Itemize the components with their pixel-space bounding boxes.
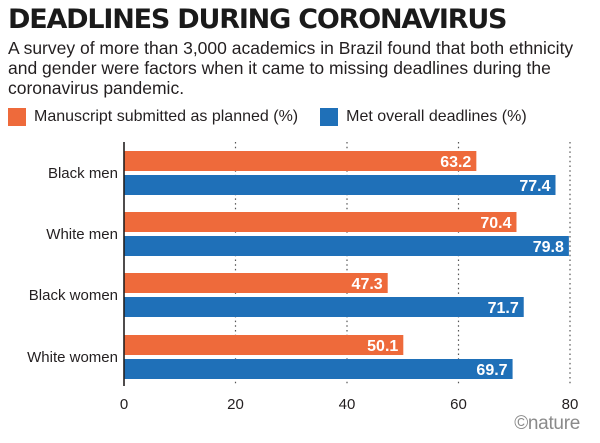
bar-2-1 bbox=[124, 297, 524, 317]
bar-2-0 bbox=[124, 273, 388, 293]
x-tick-label-80: 80 bbox=[562, 396, 579, 413]
bar-value-label-2-1: 71.7 bbox=[488, 300, 519, 317]
x-tick-label-0: 0 bbox=[120, 396, 128, 413]
bar-value-label-2-0: 47.3 bbox=[352, 276, 383, 293]
legend-label-manuscript: Manuscript submitted as planned (%) bbox=[34, 108, 299, 125]
category-label-0: Black men bbox=[48, 165, 118, 182]
bar-value-label-0-0: 63.2 bbox=[440, 154, 471, 171]
legend-swatch-deadlines bbox=[320, 108, 339, 126]
x-tick-label-20: 20 bbox=[227, 396, 244, 413]
bar-3-1 bbox=[124, 359, 513, 379]
legend-item-deadlines: Met overall deadlines (%) bbox=[320, 108, 527, 126]
bar-1-0 bbox=[124, 212, 517, 232]
bar-value-label-1-0: 70.4 bbox=[480, 215, 511, 232]
bar-value-label-0-1: 77.4 bbox=[519, 178, 550, 195]
bar-0-0 bbox=[124, 151, 477, 171]
bar-value-label-3-1: 69.7 bbox=[476, 362, 507, 379]
bar-1-1 bbox=[124, 236, 569, 256]
chart-subtitle: A survey of more than 3,000 academics in… bbox=[8, 38, 574, 98]
bar-value-label-3-0: 50.1 bbox=[367, 338, 398, 355]
x-tick-label-60: 60 bbox=[450, 396, 467, 413]
legend-swatch-manuscript bbox=[8, 108, 26, 126]
legend: Manuscript submitted as planned (%) Met … bbox=[8, 107, 527, 127]
bar-value-label-1-1: 79.8 bbox=[533, 239, 564, 256]
legend-label-deadlines: Met overall deadlines (%) bbox=[346, 108, 527, 125]
category-label-2: Black women bbox=[29, 287, 118, 304]
bar-0-1 bbox=[124, 175, 556, 195]
x-tick-label-40: 40 bbox=[339, 396, 356, 413]
nature-credit: ©nature bbox=[514, 413, 580, 434]
category-label-3: White women bbox=[27, 349, 118, 366]
category-label-1: White men bbox=[46, 226, 118, 243]
chart-title: DEADLINES DURING CORONAVIRUS bbox=[8, 4, 508, 35]
bar-3-0 bbox=[124, 335, 404, 355]
legend-item-manuscript: Manuscript submitted as planned (%) bbox=[8, 108, 298, 126]
